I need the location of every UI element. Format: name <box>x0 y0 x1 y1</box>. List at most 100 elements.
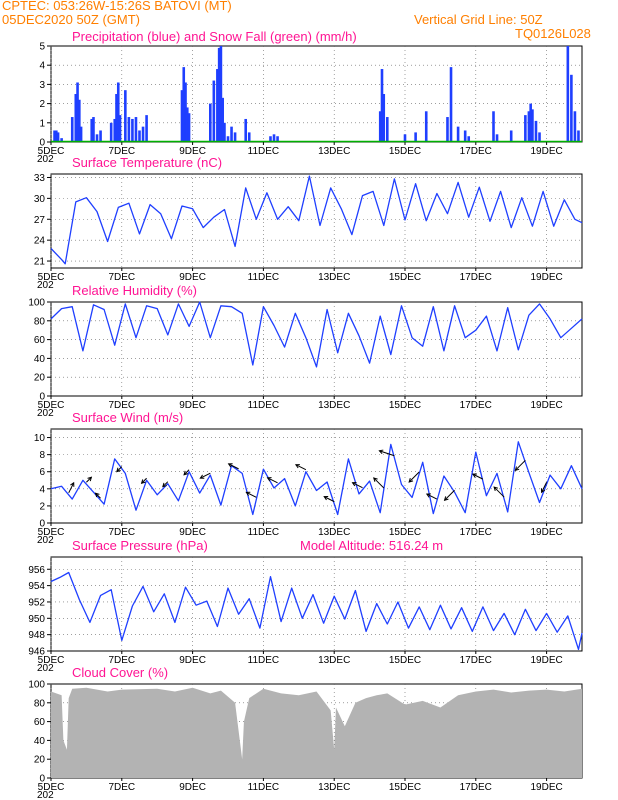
precip-bar <box>230 126 233 142</box>
x-tick-label: 9DEC <box>179 272 206 283</box>
wind-arrow <box>267 477 278 484</box>
wind-arrow <box>116 466 123 472</box>
header-location: CPTEC: 053:26W-15:26S BATOVI (MT) <box>2 0 232 13</box>
wind-arrow <box>379 450 395 457</box>
y-tick-label: 4 <box>39 484 45 495</box>
precip-bar <box>524 115 527 142</box>
x-tick-label: 19DEC <box>530 400 562 411</box>
y-tick-label: 20 <box>34 755 46 766</box>
x-tick-label: 7DEC <box>108 527 135 538</box>
x-tick-label: 19DEC <box>530 146 562 157</box>
x-tick-label: 5DEC <box>38 400 65 411</box>
x-tick-label: 11DEC <box>248 527 280 538</box>
precip-bar <box>244 118 247 142</box>
humidity-panel-title: Relative Humidity (%) <box>72 283 197 298</box>
wind-arrow-head <box>443 496 449 501</box>
panel-frame <box>50 301 583 397</box>
precip-bar <box>138 130 141 142</box>
precip-bar <box>467 136 471 142</box>
wind-arrow-head <box>116 467 121 473</box>
x-tick-label: 17DEC <box>460 782 492 793</box>
x-tick-label: 7DEC <box>108 146 135 157</box>
precip-bar <box>223 122 226 142</box>
y-tick-label: 5 <box>39 42 45 53</box>
precip-bar <box>272 134 276 142</box>
precip-bar <box>118 115 122 142</box>
precip-bar <box>212 80 216 142</box>
y-tick-label: 10 <box>34 433 46 444</box>
precip-bar <box>414 132 417 142</box>
pressure-panel-title: Surface Pressure (hPa) <box>72 538 208 553</box>
precip-bar <box>219 46 223 142</box>
precip-bar <box>216 69 219 142</box>
y-tick-label: 4 <box>39 61 45 72</box>
wind-arrow <box>68 482 75 494</box>
precip-bar <box>534 120 538 142</box>
precip-bar <box>74 94 78 142</box>
precip-bar <box>145 115 148 142</box>
wind-arrow-head <box>294 464 300 469</box>
precip-bar <box>180 90 184 142</box>
precip-bar <box>566 46 570 142</box>
precip-bar <box>403 134 407 142</box>
y-tick-label: 27 <box>34 215 46 226</box>
wind-arrow-head <box>514 466 520 472</box>
wind-arrow <box>426 493 438 500</box>
y-tick-label: 80 <box>34 316 46 327</box>
precip-bar <box>79 126 83 142</box>
x-tick-label: 5DEC <box>38 272 65 283</box>
wind-arrow-head <box>245 491 251 496</box>
x-tick-label: 5DEC <box>38 146 65 157</box>
x-tick-label: 13DEC <box>318 655 350 666</box>
precip-bar <box>99 130 102 142</box>
wind-arrow <box>295 464 307 471</box>
x-tick-label: 9DEC <box>179 146 206 157</box>
y-tick-label: 100 <box>28 680 45 691</box>
x-tick-label: 13DEC <box>318 527 350 538</box>
y-tick-label: 30 <box>34 194 46 205</box>
wind-arrow-head <box>351 482 357 487</box>
x-tick-label: 19DEC <box>530 782 562 793</box>
wind-arrow-head <box>162 482 167 488</box>
precip-bar <box>380 69 384 142</box>
x-tick-label: 15DEC <box>389 655 421 666</box>
x-tick-label: 15DEC <box>389 272 421 283</box>
y-tick-label: 0 <box>39 774 45 785</box>
x-tick-label: 19DEC <box>530 527 562 538</box>
header-model-id: TQ0126L028 <box>515 26 591 41</box>
temperature-panel-title: Surface Temperature (nC) <box>72 155 223 170</box>
y-tick-label: 33 <box>34 173 46 184</box>
x-tick-label: 15DEC <box>389 527 421 538</box>
y-tick-label: 3 <box>39 80 45 91</box>
wind-arrow <box>183 469 190 476</box>
precip-bar <box>113 118 117 142</box>
y-tick-label: 2 <box>39 99 45 110</box>
precip-bar <box>124 90 127 142</box>
precip-bar <box>456 126 460 142</box>
precip-bar <box>182 67 186 142</box>
precip-bar <box>53 130 56 142</box>
precip-bar <box>127 117 131 142</box>
wind-arrow <box>373 477 385 489</box>
wind-arrow <box>246 491 257 498</box>
x-tick-label: 5DEC <box>38 782 65 793</box>
precip-bar <box>446 117 449 142</box>
precip-bar <box>495 134 499 142</box>
y-tick-label: 0 <box>39 392 45 403</box>
x-tick-label: 11DEC <box>248 146 280 157</box>
x-tick-label: 15DEC <box>389 782 421 793</box>
precip-bar <box>226 136 230 142</box>
x-tick-label: 13DEC <box>318 272 350 283</box>
x-year-label: 202 <box>37 663 54 674</box>
x-tick-label: 17DEC <box>460 400 492 411</box>
precip-bar <box>233 132 237 142</box>
precip-bar <box>573 111 577 142</box>
wind-arrow-head <box>140 479 146 485</box>
panel-frame <box>50 173 583 269</box>
wind-arrow-head <box>227 463 233 468</box>
y-tick-label: 946 <box>28 647 45 658</box>
x-tick-label: 9DEC <box>179 655 206 666</box>
panel-frame <box>50 428 583 524</box>
x-tick-label: 13DEC <box>318 146 350 157</box>
wind-arrow <box>323 496 335 503</box>
